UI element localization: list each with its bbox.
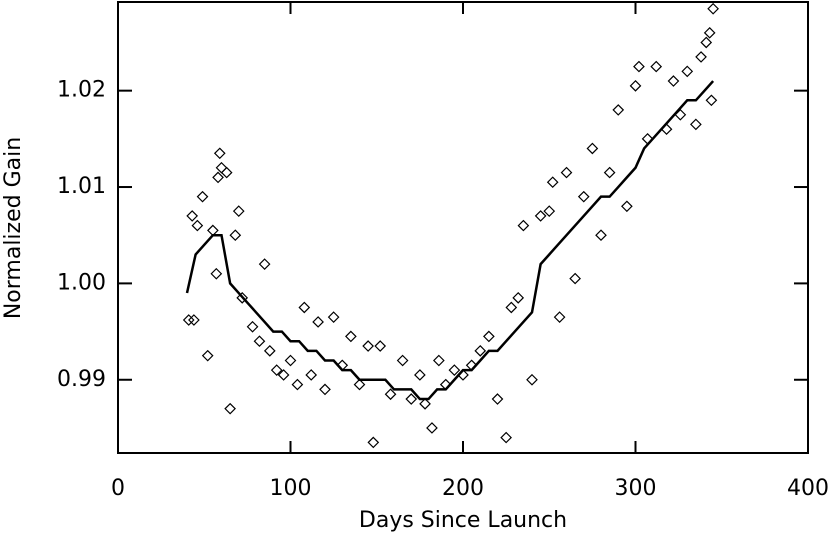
data-point xyxy=(327,311,340,323)
data-point xyxy=(433,354,445,367)
data-point xyxy=(690,118,702,131)
data-point xyxy=(703,26,716,39)
data-point xyxy=(191,219,204,232)
data-point xyxy=(396,354,409,367)
x-tick-label: 0 xyxy=(111,476,125,501)
y-axis-label: Normalized Gain xyxy=(1,137,26,319)
data-point xyxy=(534,210,547,222)
data-point xyxy=(345,330,357,343)
data-point xyxy=(215,161,228,174)
data-point xyxy=(700,36,713,49)
data-point xyxy=(232,205,245,217)
data-point xyxy=(629,79,642,92)
data-point xyxy=(414,369,426,381)
data-point xyxy=(457,369,469,381)
data-point xyxy=(595,229,607,242)
data-point xyxy=(553,311,566,323)
data-point xyxy=(220,166,233,179)
data-point xyxy=(224,402,236,415)
data-point xyxy=(298,301,311,314)
data-point xyxy=(305,369,318,381)
data-point xyxy=(367,436,380,449)
data-point xyxy=(505,301,518,314)
data-point xyxy=(612,104,625,116)
data-point xyxy=(182,314,195,326)
data-point xyxy=(277,369,290,381)
data-point xyxy=(577,190,590,203)
data-point xyxy=(681,65,694,78)
y-tick-label: 1.00 xyxy=(57,270,106,295)
data-point xyxy=(707,2,719,15)
x-tick-label: 200 xyxy=(442,476,484,501)
data-point xyxy=(353,378,366,391)
data-point xyxy=(258,258,271,270)
data-point xyxy=(336,359,349,372)
data-point xyxy=(491,393,504,405)
data-point xyxy=(474,345,487,357)
data-point xyxy=(569,272,581,285)
data-point xyxy=(201,349,214,362)
data-point xyxy=(483,330,495,343)
data-point xyxy=(405,393,418,405)
data-point xyxy=(674,108,687,121)
data-point xyxy=(419,398,431,410)
data-point xyxy=(319,383,331,396)
data-point xyxy=(196,190,209,203)
data-point xyxy=(621,200,633,213)
data-point xyxy=(439,378,452,391)
y-tick-label: 0.99 xyxy=(57,367,106,392)
data-point xyxy=(213,147,226,160)
data-point xyxy=(362,340,374,352)
plot-frame xyxy=(117,1,809,454)
data-point xyxy=(312,316,324,328)
data-point xyxy=(291,378,304,391)
x-tick-label: 400 xyxy=(787,476,829,501)
data-point xyxy=(284,354,297,367)
data-point xyxy=(384,388,397,401)
data-point xyxy=(236,291,249,304)
data-point xyxy=(650,60,663,73)
data-point xyxy=(253,335,266,348)
y-tick-label: 1.01 xyxy=(57,174,106,199)
data-point xyxy=(207,224,219,237)
data-point xyxy=(660,123,673,136)
data-point xyxy=(448,364,461,376)
data-point xyxy=(667,75,680,87)
data-point xyxy=(526,373,538,386)
data-point xyxy=(695,51,707,63)
x-tick-label: 100 xyxy=(270,476,312,501)
data-point xyxy=(270,364,283,376)
data-point xyxy=(705,94,718,107)
data-point xyxy=(517,219,530,232)
data-point xyxy=(603,166,616,179)
data-point xyxy=(426,422,438,434)
data-point xyxy=(374,340,387,352)
data-point xyxy=(641,132,654,145)
x-axis-label: Days Since Launch xyxy=(359,508,567,533)
data-point xyxy=(229,229,242,242)
data-point xyxy=(546,176,559,189)
data-point xyxy=(246,320,259,333)
data-point xyxy=(560,166,573,179)
data-point xyxy=(543,205,556,217)
data-point xyxy=(465,359,478,372)
data-point xyxy=(212,171,224,184)
data-point xyxy=(188,314,200,326)
data-point xyxy=(512,291,525,304)
x-tick-label: 300 xyxy=(615,476,657,501)
data-point xyxy=(263,345,276,357)
data-point xyxy=(210,267,223,280)
data-point xyxy=(186,210,199,222)
y-tick-label: 1.02 xyxy=(57,78,106,103)
data-point xyxy=(586,142,599,155)
data-point xyxy=(500,431,512,444)
data-point xyxy=(633,60,645,73)
